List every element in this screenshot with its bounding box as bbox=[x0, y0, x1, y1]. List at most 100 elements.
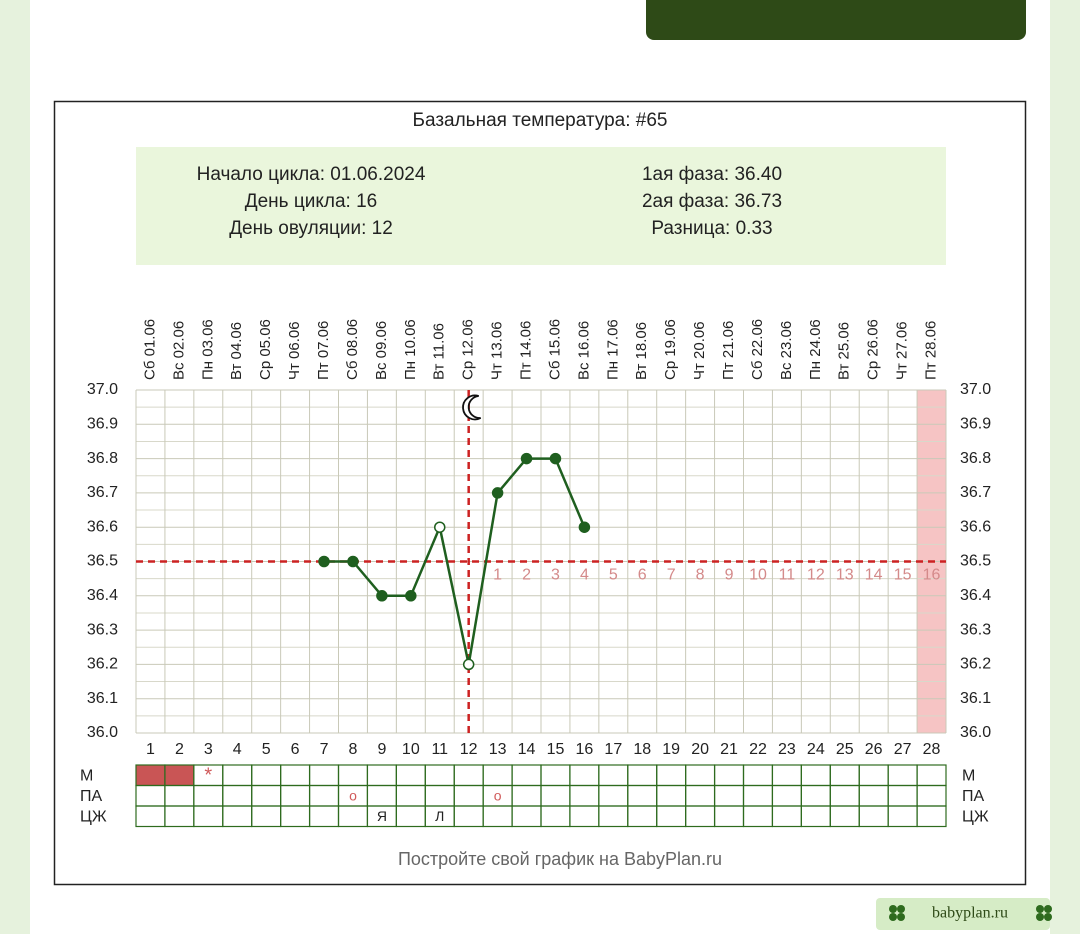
clover-icon bbox=[889, 905, 1052, 921]
temperature-point bbox=[376, 590, 388, 602]
luteal-day-label: 2 bbox=[522, 567, 531, 584]
row-label: ПА bbox=[80, 788, 103, 805]
date-label: Ср 12.06 bbox=[460, 319, 477, 380]
temperature-point bbox=[520, 452, 533, 465]
x-tick-label: 25 bbox=[836, 741, 854, 758]
info-text: День овуляции: 12 bbox=[229, 218, 393, 239]
luteal-day-label: 15 bbox=[894, 567, 912, 584]
x-tick-label: 5 bbox=[262, 741, 271, 758]
info-text: Начало цикла: 01.06.2024 bbox=[197, 164, 426, 185]
date-label: Ср 05.06 bbox=[257, 319, 274, 380]
luteal-day-label: 7 bbox=[667, 567, 676, 584]
row-label: ЦЖ bbox=[80, 808, 107, 825]
cell-mark: o bbox=[494, 787, 502, 803]
x-tick-label: 4 bbox=[233, 741, 242, 758]
y-tick-label-right: 36.1 bbox=[960, 690, 991, 707]
row-label-right: ПА bbox=[962, 788, 985, 805]
date-label: Вс 23.06 bbox=[778, 321, 795, 380]
cell-mark: Я bbox=[377, 808, 387, 824]
top-button[interactable] bbox=[646, 0, 1026, 40]
temperature-point bbox=[578, 521, 591, 533]
info-text: День цикла: 16 bbox=[245, 191, 377, 212]
date-label: Пн 17.06 bbox=[604, 319, 621, 380]
row-label-right: ЦЖ bbox=[962, 808, 989, 825]
x-tick-label: 12 bbox=[460, 741, 478, 758]
x-tick-label: 8 bbox=[349, 741, 358, 758]
temperature-point bbox=[347, 555, 359, 568]
x-tick-label: 2 bbox=[175, 741, 184, 758]
date-label: Пн 10.06 bbox=[402, 319, 419, 380]
x-tick-label: 3 bbox=[204, 741, 213, 758]
y-tick-label: 36.2 bbox=[87, 656, 118, 673]
date-label: Чт 13.06 bbox=[489, 321, 506, 380]
row-label-right: М bbox=[962, 767, 975, 784]
x-tick-label: 22 bbox=[749, 741, 767, 758]
date-label: Пт 07.06 bbox=[315, 321, 332, 380]
x-tick-label: 7 bbox=[320, 741, 329, 758]
badge-text[interactable]: babyplan.ru bbox=[932, 905, 1008, 922]
date-label: Чт 27.06 bbox=[894, 321, 911, 380]
temperature-point bbox=[549, 452, 562, 465]
date-label: Сб 22.06 bbox=[749, 319, 766, 380]
date-label: Сб 08.06 bbox=[344, 319, 361, 380]
y-tick-label: 36.7 bbox=[87, 484, 118, 501]
y-tick-label: 36.5 bbox=[87, 553, 118, 570]
y-tick-label: 36.6 bbox=[87, 518, 118, 535]
temperature-point bbox=[462, 658, 475, 671]
date-label: Чт 06.06 bbox=[286, 321, 303, 380]
y-tick-label: 36.8 bbox=[87, 450, 118, 467]
info-text: Разница: 0.33 bbox=[651, 218, 772, 239]
x-tick-label: 28 bbox=[923, 741, 941, 758]
date-label: Вт 11.06 bbox=[431, 323, 448, 380]
temperature-point bbox=[318, 555, 330, 568]
y-tick-label: 36.0 bbox=[87, 724, 118, 741]
x-tick-label: 20 bbox=[691, 741, 709, 758]
date-label: Вс 02.06 bbox=[170, 321, 187, 380]
luteal-day-label: 1 bbox=[493, 567, 502, 584]
luteal-day-label: 10 bbox=[749, 567, 767, 584]
x-tick-label: 14 bbox=[518, 741, 536, 758]
x-tick-label: 24 bbox=[807, 741, 825, 758]
cell-mark: * bbox=[204, 765, 212, 787]
y-tick-label-right: 36.5 bbox=[960, 553, 991, 570]
date-label: Вт 25.06 bbox=[836, 322, 853, 380]
y-tick-label-right: 37.0 bbox=[960, 381, 991, 398]
y-tick-label: 36.9 bbox=[87, 416, 118, 433]
x-tick-label: 21 bbox=[720, 741, 738, 758]
luteal-day-label: 12 bbox=[807, 567, 825, 584]
temperature-point bbox=[434, 521, 446, 533]
x-tick-label: 1 bbox=[146, 741, 155, 758]
x-tick-label: 18 bbox=[633, 741, 651, 758]
x-tick-label: 10 bbox=[402, 741, 420, 758]
luteal-day-label: 13 bbox=[836, 567, 854, 584]
badge[interactable] bbox=[876, 898, 1050, 930]
date-label: Вс 09.06 bbox=[373, 321, 390, 380]
x-tick-label: 26 bbox=[865, 741, 883, 758]
date-label: Пт 14.06 bbox=[518, 321, 535, 380]
y-tick-label: 36.3 bbox=[87, 621, 118, 638]
y-tick-label: 36.4 bbox=[87, 587, 118, 604]
moon-icon bbox=[462, 394, 482, 421]
info-box bbox=[136, 147, 946, 265]
x-tick-label: 17 bbox=[604, 741, 622, 758]
y-tick-label-right: 36.0 bbox=[960, 724, 991, 741]
date-label: Вт 04.06 bbox=[228, 322, 245, 380]
cell-mark: o bbox=[349, 787, 357, 803]
x-tick-label: 23 bbox=[778, 741, 796, 758]
x-tick-label: 19 bbox=[662, 741, 680, 758]
date-label: Пн 03.06 bbox=[199, 319, 216, 380]
luteal-day-label: 9 bbox=[725, 567, 734, 584]
row-label: М bbox=[80, 767, 93, 784]
info-text: 2ая фаза: 36.73 bbox=[642, 191, 782, 212]
x-tick-label: 6 bbox=[291, 741, 300, 758]
date-label: Сб 01.06 bbox=[141, 319, 158, 380]
date-label: Пт 28.06 bbox=[923, 321, 940, 380]
y-tick-label-right: 36.7 bbox=[960, 484, 991, 501]
x-tick-label: 16 bbox=[575, 741, 593, 758]
filled-cell bbox=[164, 765, 194, 786]
luteal-day-label: 16 bbox=[923, 567, 941, 584]
x-tick-label: 11 bbox=[431, 741, 448, 758]
date-label: Пн 24.06 bbox=[807, 319, 824, 380]
y-tick-label-right: 36.3 bbox=[960, 621, 991, 638]
